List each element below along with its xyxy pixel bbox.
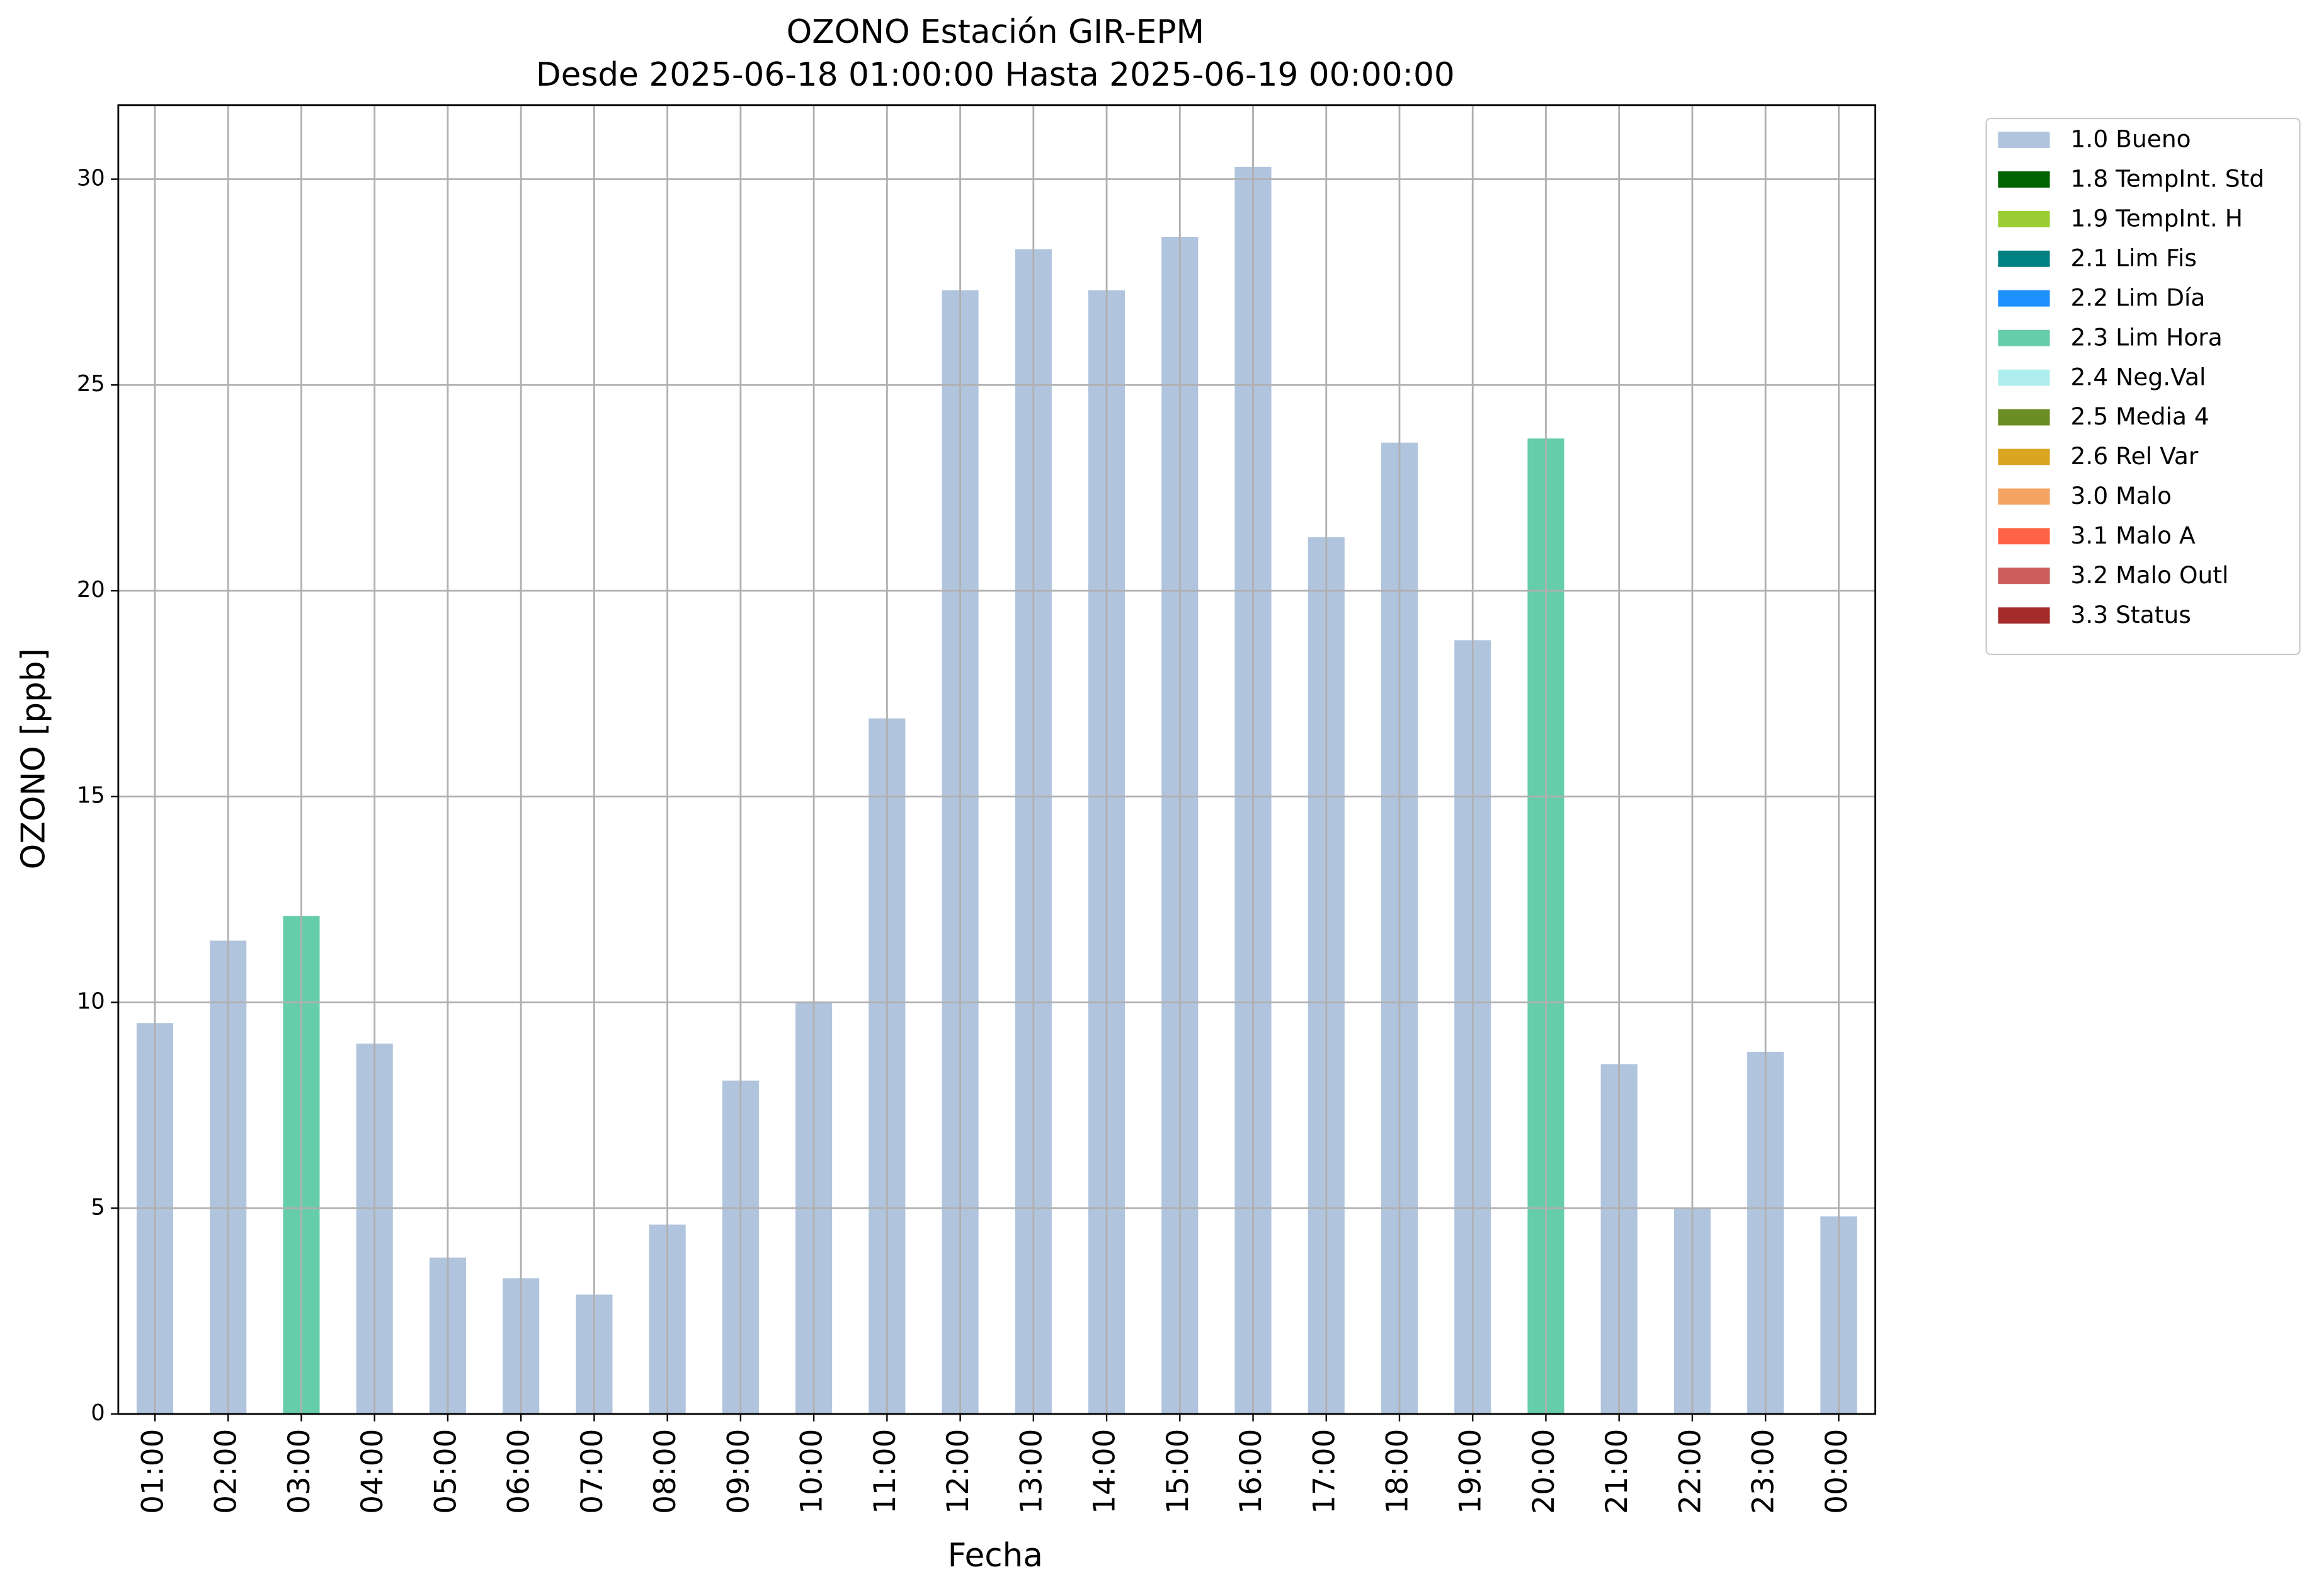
legend-label: 1.0 Bueno: [2071, 125, 2191, 153]
x-tick-label: 10:00: [795, 1429, 829, 1514]
legend-label: 1.9 TempInt. H: [2071, 205, 2243, 232]
legend-swatch: [1998, 448, 2050, 465]
y-tick-label: 15: [77, 783, 105, 809]
x-tick-label: 00:00: [1820, 1429, 1854, 1514]
y-axis-label: OZONO [ppb]: [14, 648, 52, 869]
x-tick-label: 22:00: [1673, 1429, 1707, 1514]
plot-frame: [117, 104, 1876, 1415]
x-tick-label: 16:00: [1234, 1429, 1268, 1514]
legend-label: 2.5 Media 4: [2071, 402, 2209, 430]
legend-swatch: [1998, 250, 2050, 267]
legend-label: 3.2 Malo Outl: [2071, 561, 2229, 589]
legend-swatch: [1998, 132, 2050, 148]
legend-swatch: [1998, 171, 2050, 188]
x-tick-label: 08:00: [648, 1429, 683, 1514]
x-tick-label: 09:00: [721, 1429, 756, 1514]
x-tick-label: 06:00: [502, 1429, 537, 1514]
x-tick-label: 19:00: [1454, 1429, 1488, 1514]
legend-label: 3.0 Malo: [2071, 482, 2172, 510]
legend-label: 2.6 Rel Var: [2071, 442, 2199, 470]
legend-swatch: [1998, 369, 2050, 386]
x-tick-label: 02:00: [209, 1429, 244, 1514]
x-tick-label: 21:00: [1600, 1429, 1634, 1514]
x-tick-label: 20:00: [1527, 1429, 1561, 1514]
chart-title: OZONO Estación GIR-EPM: [787, 13, 1204, 51]
legend-label: 2.1 Lim Fis: [2071, 244, 2197, 272]
x-axis-label: Fecha: [948, 1537, 1043, 1575]
x-tick-label: 12:00: [941, 1429, 976, 1514]
legend-label: 3.1 Malo A: [2071, 522, 2196, 549]
x-tick-label: 04:00: [355, 1429, 390, 1514]
legend-swatch: [1998, 210, 2050, 227]
legend-swatch: [1998, 290, 2050, 307]
y-tick-label: 0: [91, 1400, 105, 1426]
y-tick-label: 30: [77, 165, 105, 191]
legend-swatch: [1998, 409, 2050, 426]
x-tick-label: 14:00: [1088, 1429, 1122, 1514]
legend-label: 1.8 TempInt. Std: [2071, 165, 2265, 193]
x-tick-label: 17:00: [1307, 1429, 1342, 1514]
x-tick-label: 03:00: [282, 1429, 317, 1514]
legend-swatch: [1998, 567, 2050, 584]
y-tick-label: 25: [77, 371, 105, 397]
legend-swatch: [1998, 329, 2050, 346]
chart-subtitle: Desde 2025-06-18 01:00:00 Hasta 2025-06-…: [536, 56, 1455, 94]
x-tick-label: 07:00: [575, 1429, 610, 1514]
x-tick-label: 11:00: [868, 1429, 903, 1514]
legend-label: 2.3 Lim Hora: [2071, 323, 2223, 351]
x-tick-label: 15:00: [1161, 1429, 1195, 1514]
y-tick-label: 20: [77, 577, 105, 603]
legend-label: 2.4 Neg.Val: [2071, 363, 2206, 390]
x-tick-label: 13:00: [1014, 1429, 1049, 1514]
legend-swatch: [1998, 528, 2050, 545]
y-tick-label: 10: [77, 989, 105, 1015]
legend-label: 3.3 Status: [2071, 601, 2191, 629]
legend-label: 2.2 Lim Día: [2071, 283, 2206, 311]
x-tick-label: 18:00: [1380, 1429, 1415, 1514]
legend-swatch: [1998, 607, 2050, 624]
x-tick-label: 01:00: [135, 1429, 170, 1514]
x-tick-label: 05:00: [428, 1429, 463, 1514]
y-tick-label: 5: [91, 1194, 105, 1220]
legend-box: [1985, 117, 2301, 656]
x-tick-label: 23:00: [1746, 1429, 1781, 1514]
legend-swatch: [1998, 488, 2050, 505]
